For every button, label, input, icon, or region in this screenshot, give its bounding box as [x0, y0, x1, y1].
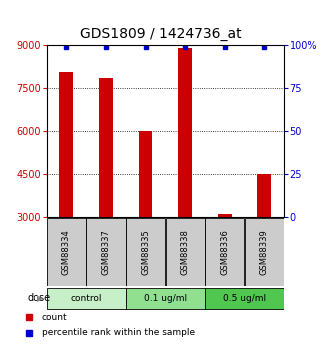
- Text: 0.1 ug/ml: 0.1 ug/ml: [144, 294, 187, 303]
- Bar: [205, 287, 284, 309]
- Bar: [126, 218, 165, 286]
- Bar: [86, 218, 126, 286]
- Bar: [139, 131, 152, 217]
- Text: dose: dose: [27, 294, 50, 303]
- Text: GDS1809 / 1424736_at: GDS1809 / 1424736_at: [80, 27, 241, 41]
- Bar: [47, 218, 86, 286]
- Text: percentile rank within the sample: percentile rank within the sample: [42, 328, 195, 337]
- Text: control: control: [70, 294, 102, 303]
- Bar: [47, 287, 126, 309]
- Text: ▶: ▶: [37, 294, 43, 303]
- Text: count: count: [42, 313, 67, 322]
- Text: GSM88339: GSM88339: [260, 229, 269, 275]
- Text: 0.5 ug/ml: 0.5 ug/ml: [223, 294, 266, 303]
- Bar: [218, 215, 232, 217]
- Bar: [166, 218, 205, 286]
- Bar: [178, 48, 192, 217]
- Bar: [59, 72, 73, 217]
- Text: GSM88336: GSM88336: [220, 229, 229, 275]
- Bar: [205, 218, 244, 286]
- Text: GSM88337: GSM88337: [101, 229, 110, 275]
- Bar: [99, 78, 113, 217]
- Bar: [245, 218, 284, 286]
- Text: GSM88335: GSM88335: [141, 229, 150, 275]
- Bar: [126, 287, 205, 309]
- Text: GSM88338: GSM88338: [181, 229, 190, 275]
- Bar: [257, 174, 271, 217]
- Text: GSM88334: GSM88334: [62, 229, 71, 275]
